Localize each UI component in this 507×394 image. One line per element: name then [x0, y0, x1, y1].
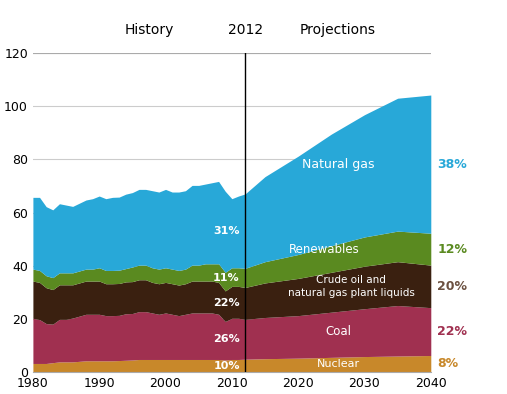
- Text: 38%: 38%: [438, 158, 467, 171]
- Text: 26%: 26%: [213, 334, 240, 344]
- Text: 31%: 31%: [213, 226, 240, 236]
- Text: History: History: [125, 23, 174, 37]
- Text: 10%: 10%: [213, 361, 240, 371]
- Text: Natural gas: Natural gas: [302, 158, 374, 171]
- Text: 22%: 22%: [213, 298, 240, 309]
- Text: Nuclear: Nuclear: [316, 359, 359, 369]
- Text: Renewables: Renewables: [289, 243, 360, 256]
- Text: 22%: 22%: [438, 325, 467, 338]
- Text: Coal: Coal: [325, 325, 351, 338]
- Text: 20%: 20%: [438, 280, 467, 293]
- Text: 11%: 11%: [213, 273, 240, 283]
- Text: Projections: Projections: [300, 23, 376, 37]
- Text: 8%: 8%: [438, 357, 458, 370]
- Text: Crude oil and
natural gas plant liquids: Crude oil and natural gas plant liquids: [288, 275, 415, 297]
- Text: 12%: 12%: [438, 243, 467, 256]
- Text: 2012: 2012: [228, 23, 263, 37]
